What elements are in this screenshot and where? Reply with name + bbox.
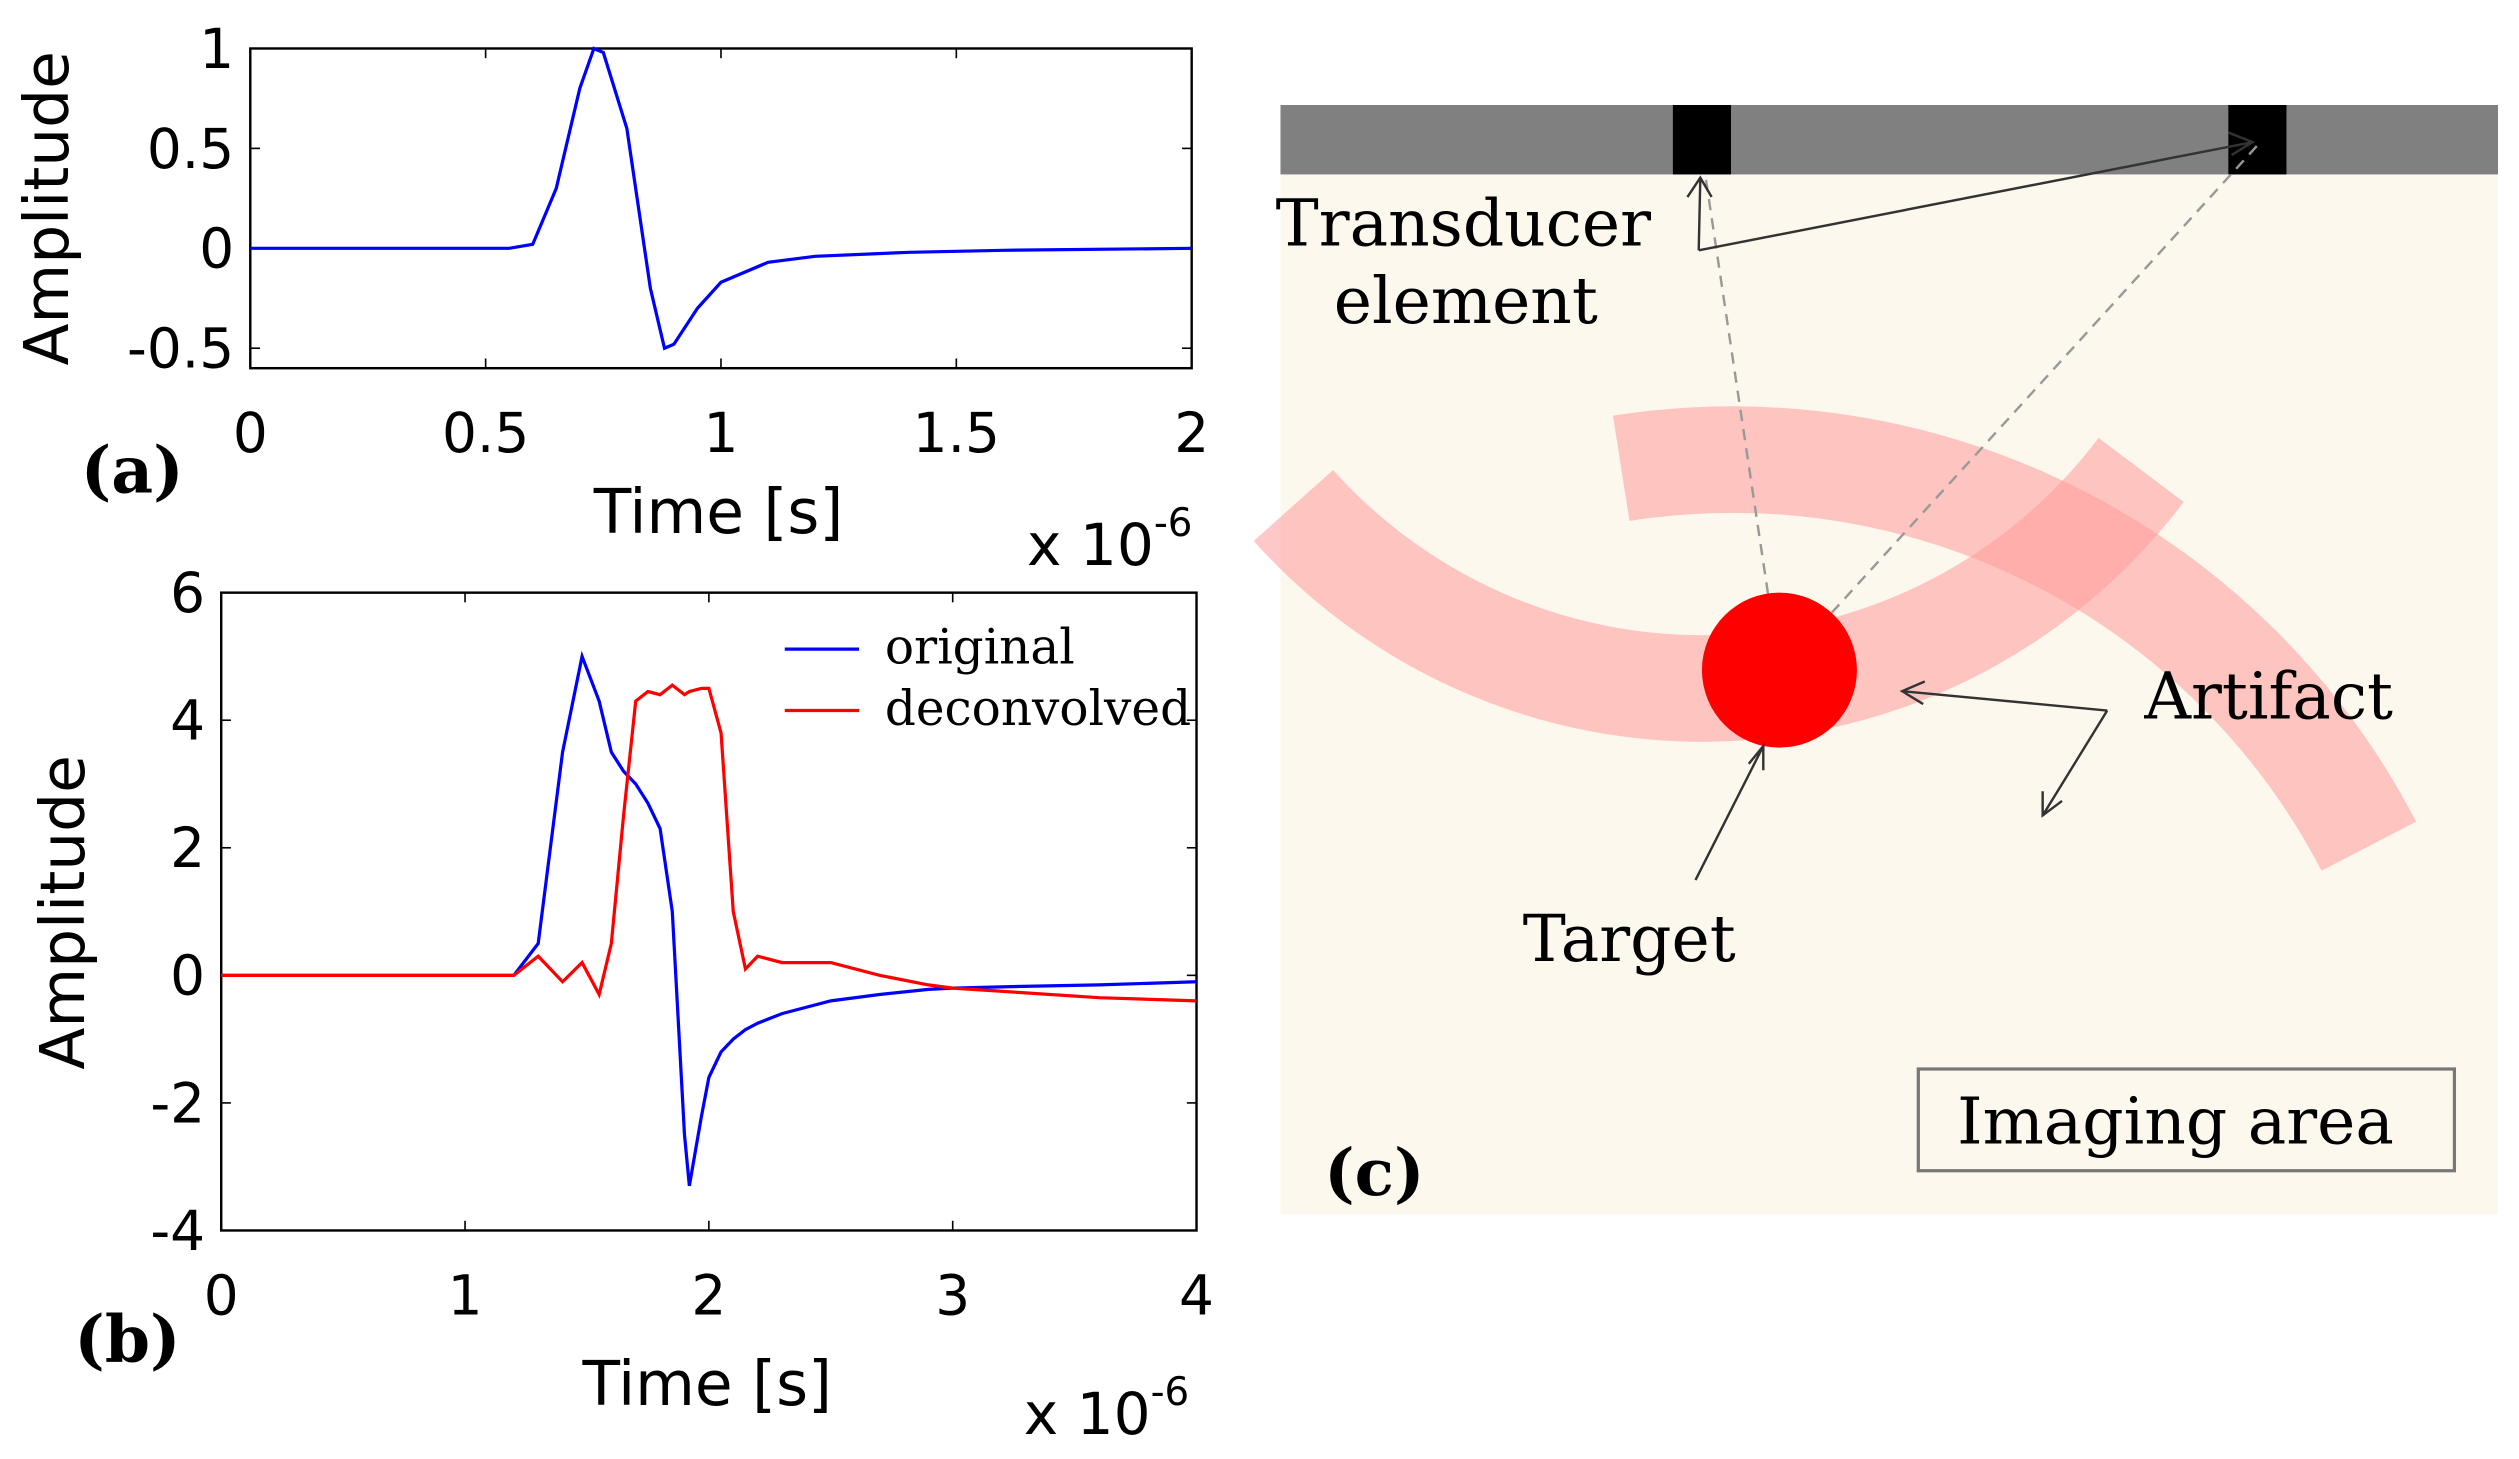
panel-label: (a) [81, 433, 184, 509]
x-multiplier: x 10-6 [1024, 1370, 1189, 1448]
x-tick-label: 3 [935, 1263, 970, 1327]
path-line [1778, 144, 2259, 671]
plot-area [220, 591, 1198, 1232]
multiplier-exponent: -6 [1154, 501, 1193, 546]
x-multiplier: x 10-6 [1027, 501, 1192, 579]
label: Target [1523, 902, 1736, 977]
x-tick-label: 0 [204, 1263, 239, 1327]
transducer-array [1280, 104, 2499, 175]
y-tick-label: 4 [170, 689, 205, 753]
arrow [1698, 131, 2256, 252]
panel-label: (c) [1324, 1135, 1424, 1211]
label: Artifact [2143, 660, 2393, 735]
multiplier-exponent: -6 [1151, 1370, 1190, 1415]
multiplier-base: x 10 [1024, 1380, 1151, 1448]
x-tick-label: 2 [1174, 401, 1209, 465]
arrow [2041, 709, 2109, 818]
y-tick-label: 0 [199, 217, 234, 281]
x-tick-label: 2 [691, 1263, 726, 1327]
diagram: Transducer element Artifact Target Imagi… [1253, 104, 2499, 1215]
y-tick-label: 0.5 [147, 117, 234, 181]
multiplier-base: x 10 [1027, 511, 1154, 579]
transducer-element [1672, 104, 1732, 175]
x-tick-label: 0 [233, 401, 268, 465]
x-axis-label: Time [s] [581, 1349, 832, 1420]
label: element [1334, 264, 1598, 339]
data-line [250, 46, 1192, 351]
legend-label: deconvolved [885, 681, 1191, 737]
x-tick-label: 1 [704, 401, 739, 465]
imaging-area-box [1916, 1067, 2457, 1173]
legend-label: original [885, 620, 1075, 676]
chart: 0 0.5 1 1.5 2 -0.5 0 0.5 1 Time [s] x 10-6 Amplitud… [12, 17, 1209, 579]
y-tick-label: -4 [150, 1199, 205, 1263]
panel-label: (b) [74, 1301, 180, 1377]
target [1701, 592, 1857, 748]
artifact-band [1612, 406, 2417, 871]
y-tick-label: 6 [170, 561, 205, 625]
x-tick-label: 1.5 [913, 401, 1000, 465]
x-tick-label: 1 [448, 1263, 483, 1327]
y-tick-label: 2 [170, 816, 205, 880]
label: Imaging area [1957, 1084, 2394, 1159]
y-axis-label: Amplitude [12, 51, 83, 365]
x-tick-label: 0.5 [442, 401, 529, 465]
arrow [1899, 680, 2108, 712]
data-line [221, 650, 1197, 1187]
arrow [1694, 742, 1765, 881]
data-line [221, 683, 1197, 1003]
x-tick-label: 4 [1179, 1263, 1214, 1327]
y-tick-label: 0 [170, 944, 205, 1008]
arrow [1686, 175, 1713, 251]
y-tick-label: -2 [150, 1071, 205, 1135]
y-tick-label: 1 [199, 17, 234, 81]
y-axis-label: Amplitude [28, 755, 99, 1069]
y-tick-label: -0.5 [127, 317, 234, 381]
path-line [1703, 174, 1781, 671]
label: Transducer [1276, 186, 1651, 261]
plot-area [249, 47, 1193, 370]
arrows [1686, 131, 2256, 881]
transducer-element [2228, 104, 2287, 175]
x-axis-label: Time [s] [593, 477, 844, 548]
